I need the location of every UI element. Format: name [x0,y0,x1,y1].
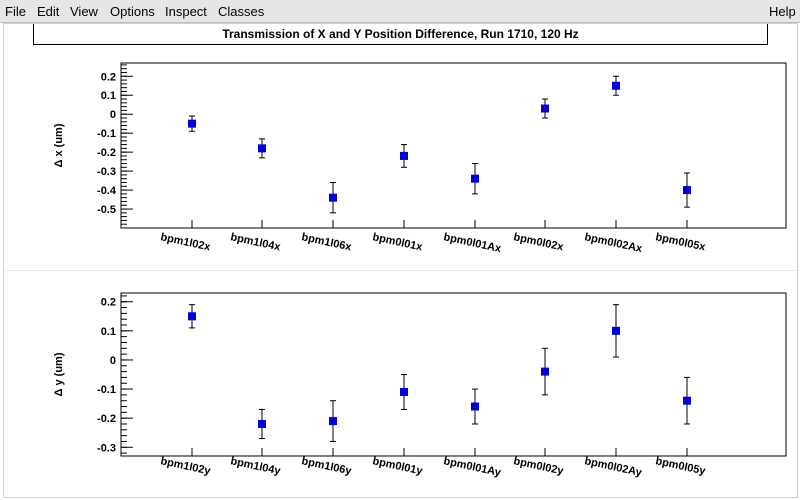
x-tick-label: bpm0l02Ay [583,455,643,479]
x-tick-label: bpm0l01x [371,231,424,253]
y-tick-label: -0.3 [97,166,116,178]
y-tick-label: -0.2 [97,147,116,159]
x-tick-label: bpm0l02x [512,231,565,253]
y-tick-label: -0.2 [97,413,116,425]
menu-edit[interactable]: Edit [37,4,60,19]
x-tick-label: bpm0l02Ax [583,231,644,255]
y-tick-label: -0.4 [97,185,117,197]
y-tick-label: -0.5 [97,204,116,216]
data-point [329,417,337,426]
menu-file[interactable]: File [5,4,26,19]
menu-view[interactable]: View [70,4,98,19]
data-point [541,367,549,376]
x-tick-label: bpm0l01Ax [442,231,503,255]
x-tick-label: bpm1l04y [229,455,282,477]
menu-bar: File Edit View Options Inspect Classes H… [0,0,800,23]
data-point [471,174,479,183]
data-point [258,419,266,428]
x-tick-label: bpm0l02y [512,455,565,477]
data-point [329,193,337,202]
x-tick-label: bpm1l06x [300,231,353,253]
data-point [188,119,196,128]
plot-title: Transmission of X and Y Position Differe… [33,24,768,45]
data-point [683,186,691,195]
x-tick-label: bpm0l01Ay [442,455,502,479]
data-point [612,81,620,90]
canvas-frame [3,23,798,498]
pad-divider [3,270,796,271]
data-point [400,151,408,160]
plot-canvas[interactable] [0,23,800,500]
y-axis-title: Δ y (um) [53,352,65,396]
menu-help[interactable]: Help [769,4,796,19]
menu-inspect[interactable]: Inspect [165,4,207,19]
data-point [258,144,266,153]
y-tick-label: 0.1 [101,326,116,338]
menu-options[interactable]: Options [110,4,155,19]
y-tick-label: 0.2 [101,297,116,309]
y-tick-label: 0 [110,109,116,121]
data-point [612,326,620,335]
y-tick-label: -0.1 [97,384,116,396]
y-tick-label: -0.1 [97,128,116,140]
x-tick-label: bpm1l02x [159,231,212,253]
data-point [400,387,408,396]
y-tick-label: 0.2 [101,71,116,83]
plot-frame [120,62,787,229]
data-point [541,104,549,113]
data-point [471,402,479,411]
y-axis-title: Δ x (um) [53,123,65,167]
x-tick-label: bpm0l05y [654,455,707,477]
x-tick-label: bpm1l02y [159,455,212,477]
y-tick-label: 0.1 [101,90,116,102]
y-tick-label: -0.3 [97,442,116,454]
x-tick-label: bpm0l01y [371,455,424,477]
plot-frame [120,292,787,457]
y-tick-label: 0 [110,355,116,367]
data-point [188,312,196,321]
x-tick-label: bpm1l06y [300,455,353,477]
data-point [683,396,691,405]
x-tick-label: bpm1l04x [229,231,282,253]
x-tick-label: bpm0l05x [654,231,707,253]
menu-classes[interactable]: Classes [218,4,265,19]
